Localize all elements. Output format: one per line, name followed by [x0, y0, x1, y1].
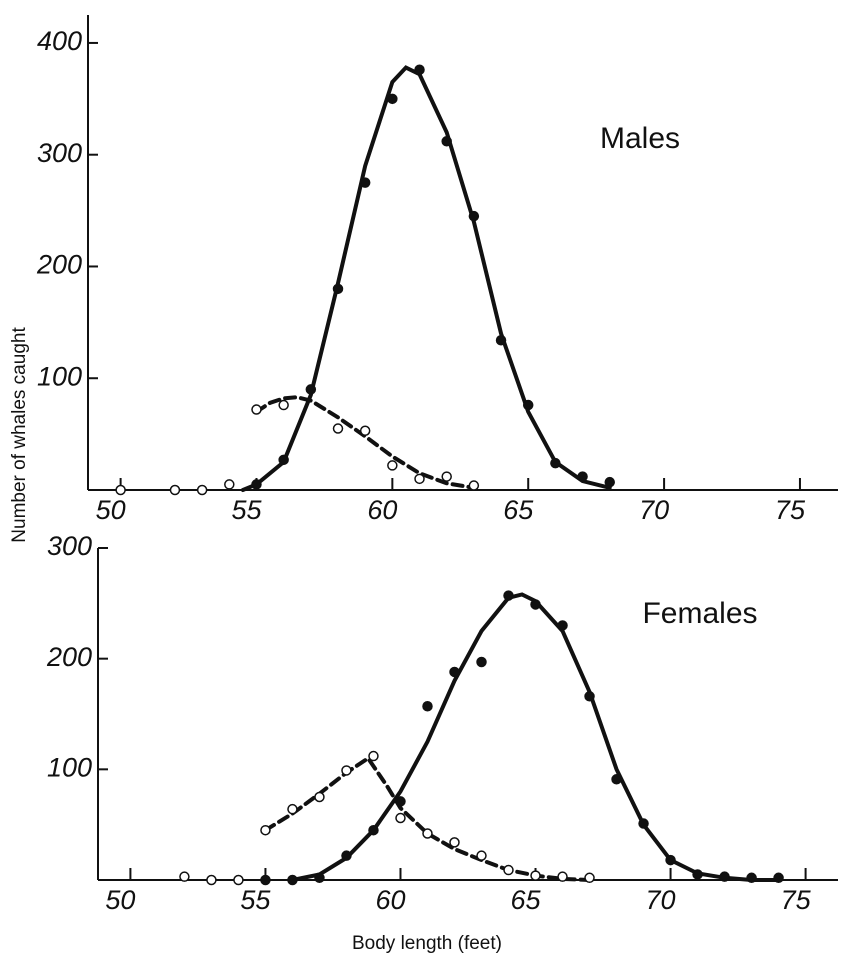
x-tick-label: 50 — [96, 495, 126, 525]
data-point — [387, 460, 398, 471]
data-point — [638, 818, 649, 829]
panel-title: Females — [642, 597, 757, 630]
data-point — [604, 476, 615, 488]
y-tick-label: 300 — [37, 138, 82, 168]
y-tick-label: 100 — [37, 361, 82, 391]
y-tick-label: 100 — [47, 752, 92, 782]
y-axis-label: Number of whales caught — [9, 327, 30, 543]
data-point — [557, 871, 568, 882]
data-point — [719, 871, 730, 882]
data-point — [584, 872, 595, 884]
data-point — [441, 136, 452, 147]
data-point — [503, 864, 514, 876]
x-tick-label: 75 — [775, 495, 806, 525]
x-tick-label: 70 — [639, 495, 669, 525]
data-point — [441, 471, 452, 482]
data-point — [468, 480, 480, 491]
data-point — [495, 334, 507, 346]
y-tick-label: 400 — [37, 26, 82, 56]
data-point — [550, 457, 561, 469]
x-tick-label: 65 — [510, 885, 541, 915]
data-point — [368, 750, 379, 762]
data-point — [278, 399, 289, 411]
y-tick-label: 200 — [36, 250, 82, 280]
data-point — [414, 64, 425, 76]
data-point — [314, 791, 325, 803]
data-point — [314, 872, 325, 884]
data-point — [611, 774, 622, 785]
data-point — [476, 850, 487, 861]
data-point — [530, 870, 541, 881]
data-point — [665, 854, 676, 866]
fit-curve — [290, 592, 781, 882]
x-tick-label: 75 — [781, 885, 812, 915]
data-point — [422, 701, 433, 712]
data-point — [260, 874, 271, 886]
data-point — [395, 796, 406, 807]
data-point — [468, 210, 480, 222]
fit-curve — [263, 755, 592, 882]
data-point — [287, 803, 298, 815]
fit-curve — [254, 395, 476, 490]
x-axis-label: Body length (feet) — [352, 933, 502, 954]
data-point — [359, 177, 371, 188]
x-tick-label: 70 — [646, 885, 676, 915]
y-tick-label: 200 — [46, 642, 92, 672]
x-tick-label: 60 — [367, 495, 397, 525]
data-point — [449, 666, 460, 678]
data-point — [341, 765, 352, 776]
data-point — [746, 872, 757, 884]
data-point — [169, 484, 181, 496]
data-point — [206, 874, 217, 886]
x-tick-label: 60 — [375, 885, 405, 915]
data-point — [196, 484, 208, 496]
data-point — [224, 479, 235, 490]
data-point — [179, 871, 190, 882]
data-point — [414, 473, 425, 485]
data-point — [577, 471, 588, 482]
data-point — [278, 454, 289, 466]
x-tick-label: 55 — [240, 885, 271, 915]
panel-title: Males — [600, 122, 680, 155]
data-point — [305, 384, 317, 395]
data-point — [449, 837, 460, 848]
data-point — [332, 423, 344, 434]
y-tick-label: 300 — [47, 531, 92, 561]
data-point — [476, 656, 487, 668]
data-point — [251, 479, 262, 490]
data-point — [503, 590, 514, 601]
data-point — [287, 874, 298, 886]
data-point — [332, 283, 344, 295]
data-point — [395, 812, 406, 824]
data-point — [368, 824, 379, 836]
data-point — [692, 869, 703, 880]
data-point — [530, 599, 541, 610]
data-point — [522, 399, 534, 411]
data-point — [387, 93, 398, 105]
x-tick-label: 50 — [105, 885, 135, 915]
fit-curve — [240, 65, 612, 492]
data-point — [359, 425, 371, 437]
data-point — [422, 828, 433, 839]
data-point — [773, 872, 784, 884]
data-point — [251, 404, 262, 415]
data-point — [341, 850, 352, 861]
data-point — [260, 824, 271, 836]
x-tick-label: 55 — [231, 495, 262, 525]
data-point — [233, 874, 244, 886]
data-point — [584, 691, 595, 702]
x-tick-label: 65 — [503, 495, 534, 525]
data-point — [557, 620, 568, 631]
data-point — [115, 484, 126, 496]
